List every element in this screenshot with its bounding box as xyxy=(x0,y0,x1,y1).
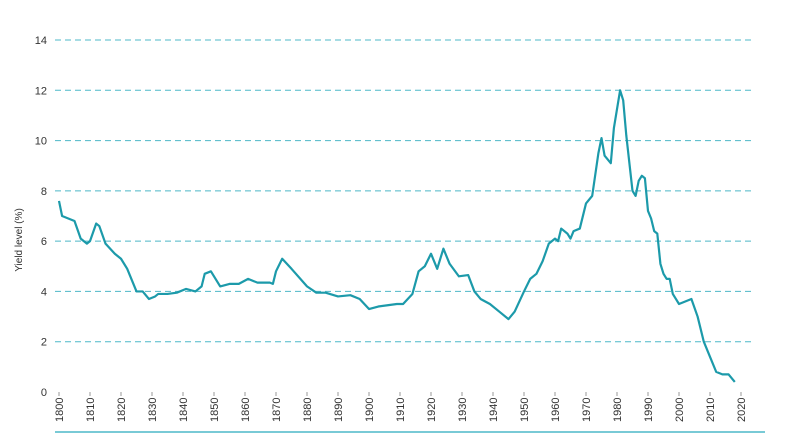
y-tick-label: 8 xyxy=(41,186,47,198)
y-tick-label: 4 xyxy=(41,286,47,298)
x-tick-label: 1920 xyxy=(426,398,438,422)
x-tick-label: 1890 xyxy=(333,398,345,422)
x-tick-label: 1840 xyxy=(178,398,190,422)
x-tick-label: 1970 xyxy=(581,398,593,422)
x-tick-label: 1990 xyxy=(643,398,655,422)
y-tick-label: 10 xyxy=(35,136,47,148)
x-tick-label: 1930 xyxy=(457,398,469,422)
x-tick-label: 1910 xyxy=(395,398,407,422)
x-tick-label: 1800 xyxy=(54,398,66,422)
y-tick-label: 2 xyxy=(41,337,47,349)
x-tick-label: 2000 xyxy=(674,398,686,422)
y-tick-label: 12 xyxy=(35,85,47,97)
x-tick-label: 2010 xyxy=(705,398,717,422)
x-tick-label: 1870 xyxy=(271,398,283,422)
x-tick-label: 1900 xyxy=(364,398,376,422)
y-tick-label: 14 xyxy=(35,35,47,47)
y-axis-label: Yield level (%) xyxy=(14,208,25,272)
x-tick-label: 1860 xyxy=(240,398,252,422)
y-tick-label: 6 xyxy=(41,236,47,248)
x-tick-label: 1960 xyxy=(550,398,562,422)
x-tick-label: 2020 xyxy=(736,398,748,422)
x-tick-label: 1950 xyxy=(519,398,531,422)
x-tick-label: 1810 xyxy=(85,398,97,422)
x-tick-label: 1940 xyxy=(488,398,500,422)
x-tick-label: 1980 xyxy=(612,398,624,422)
x-tick-label: 1880 xyxy=(302,398,314,422)
y-tick-label: 0 xyxy=(41,387,47,399)
x-tick-label: 1820 xyxy=(116,398,128,422)
line-series xyxy=(57,89,736,383)
x-tick-label: 1850 xyxy=(209,398,221,422)
x-tick-label: 1830 xyxy=(147,398,159,422)
